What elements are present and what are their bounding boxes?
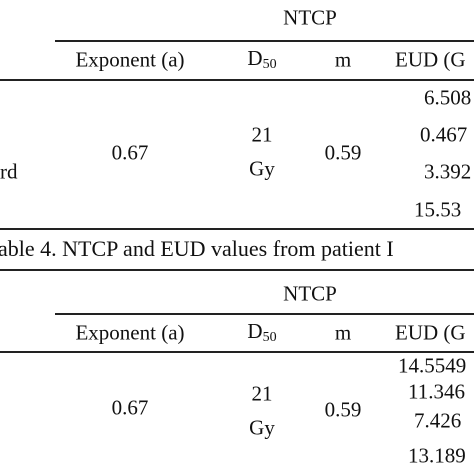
subscript: 50 xyxy=(262,330,277,345)
cell: 0.67 xyxy=(111,140,149,165)
rule xyxy=(0,351,474,353)
cell: 14.5549 xyxy=(398,353,467,378)
cell: 21 xyxy=(251,122,273,147)
group-header: NTCP xyxy=(283,5,337,30)
cell: Gy xyxy=(249,415,275,440)
cell: 7.426 xyxy=(414,408,462,433)
cell: Gy xyxy=(249,156,275,181)
column-header: m xyxy=(334,320,352,345)
rule xyxy=(0,269,474,271)
cell: 6.508 xyxy=(424,85,472,110)
text: D xyxy=(247,46,263,70)
cell: 11.346 xyxy=(408,379,465,404)
column-header: EUD (G xyxy=(395,47,466,72)
caption: able 4. NTCP and EUD values from patient… xyxy=(0,236,394,261)
cell: 3.392 xyxy=(424,159,472,184)
column-header: EUD (G xyxy=(395,320,466,345)
rule xyxy=(55,40,474,42)
column-header: D50 xyxy=(247,48,276,72)
column-header: D50 xyxy=(247,321,276,345)
column-header: Exponent (a) xyxy=(75,47,185,72)
text: D xyxy=(247,319,263,343)
cell: 15.53 xyxy=(414,197,462,222)
group-header: NTCP xyxy=(283,281,337,306)
cell: 21 xyxy=(251,381,273,406)
column-header: m xyxy=(334,47,352,72)
cell: 0.59 xyxy=(324,140,362,165)
cell: 13.189 xyxy=(408,443,466,468)
cell: 0.59 xyxy=(324,397,362,422)
rule xyxy=(0,228,474,230)
rule xyxy=(55,313,474,315)
cell: 0.467 xyxy=(420,122,468,147)
subscript: 50 xyxy=(262,57,277,72)
rule xyxy=(0,79,474,81)
cell: 0.67 xyxy=(111,395,149,420)
column-header: Exponent (a) xyxy=(75,320,185,345)
row-label: rd xyxy=(0,159,18,184)
